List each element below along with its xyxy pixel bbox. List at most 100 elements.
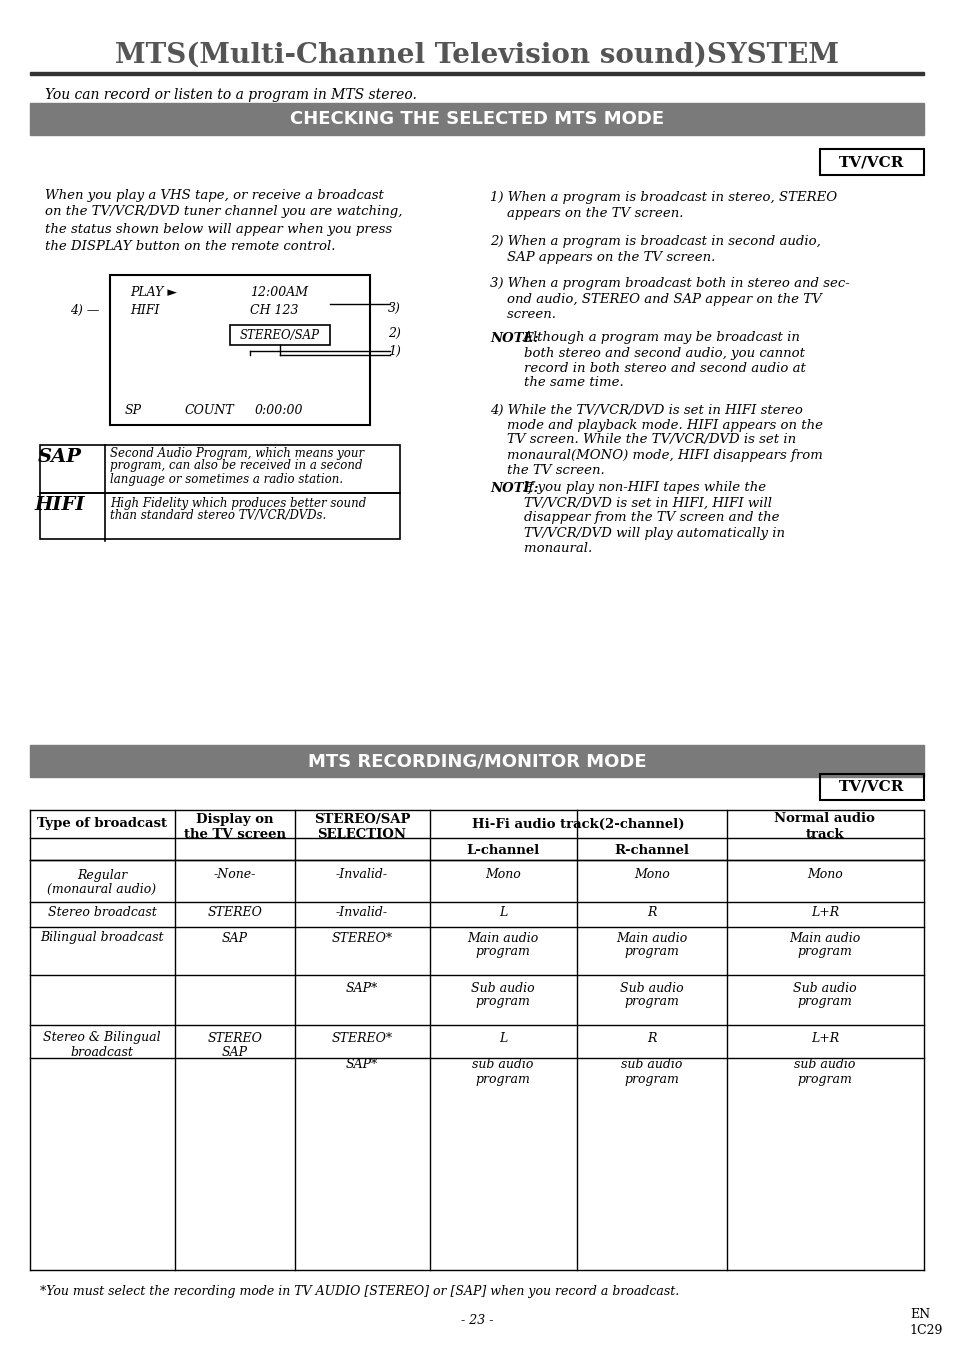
Text: 0:00:00: 0:00:00 <box>254 403 303 417</box>
Text: Regular: Regular <box>77 868 127 882</box>
Text: EN: EN <box>909 1309 929 1321</box>
Text: sub audio: sub audio <box>472 1058 533 1072</box>
Text: screen.: screen. <box>490 307 556 321</box>
Text: STEREO*: STEREO* <box>331 1031 392 1045</box>
Text: COUNT: COUNT <box>185 403 234 417</box>
Text: Main audio: Main audio <box>467 931 538 945</box>
Text: Hi-Fi audio track(2-channel): Hi-Fi audio track(2-channel) <box>471 817 683 830</box>
Text: track: track <box>804 828 843 841</box>
Text: L: L <box>498 906 506 919</box>
Text: SAP appears on the TV screen.: SAP appears on the TV screen. <box>490 251 715 263</box>
Text: program: program <box>624 945 679 958</box>
Text: 2) When a program is broadcast in second audio,: 2) When a program is broadcast in second… <box>490 236 820 248</box>
Text: record in both stereo and second audio at: record in both stereo and second audio a… <box>490 361 805 375</box>
Text: monaural(MONO) mode, HIFI disappears from: monaural(MONO) mode, HIFI disappears fro… <box>490 449 821 461</box>
Text: program, can also be received in a second: program, can also be received in a secon… <box>110 460 362 473</box>
Text: STEREO*: STEREO* <box>331 931 392 945</box>
Text: MTS(Multi-Channel Television sound)SYSTEM: MTS(Multi-Channel Television sound)SYSTE… <box>114 42 838 69</box>
Text: L-channel: L-channel <box>466 844 539 856</box>
Text: broadcast: broadcast <box>71 1046 133 1058</box>
Text: appears on the TV screen.: appears on the TV screen. <box>490 206 682 220</box>
Bar <box>230 325 330 345</box>
Text: Sub audio: Sub audio <box>792 981 856 995</box>
Text: MTS RECORDING/MONITOR MODE: MTS RECORDING/MONITOR MODE <box>307 752 645 770</box>
Text: NOTE:: NOTE: <box>490 481 537 495</box>
Bar <box>40 445 399 493</box>
Text: L+R: L+R <box>810 906 838 919</box>
Text: 2): 2) <box>388 326 400 340</box>
Text: Mono: Mono <box>634 868 669 882</box>
Text: on the TV/VCR/DVD tuner channel you are watching,: on the TV/VCR/DVD tuner channel you are … <box>45 205 402 218</box>
Text: 3) When a program broadcast both in stereo and sec-: 3) When a program broadcast both in ster… <box>490 278 849 291</box>
Text: program: program <box>797 1073 851 1085</box>
Text: R: R <box>646 1031 656 1045</box>
Text: Display on: Display on <box>196 813 274 825</box>
Text: Although a program may be broadcast in: Although a program may be broadcast in <box>518 332 799 345</box>
Text: Main audio: Main audio <box>616 931 687 945</box>
Bar <box>40 493 399 539</box>
Text: Type of broadcast: Type of broadcast <box>37 817 167 830</box>
Text: You can record or listen to a program in MTS stereo.: You can record or listen to a program in… <box>45 88 416 102</box>
Text: Stereo & Bilingual: Stereo & Bilingual <box>43 1031 161 1045</box>
Text: 4) While the TV/VCR/DVD is set in HIFI stereo: 4) While the TV/VCR/DVD is set in HIFI s… <box>490 403 802 417</box>
Text: the TV screen: the TV screen <box>184 828 286 841</box>
Text: SAP: SAP <box>222 1046 248 1058</box>
Text: *You must select the recording mode in TV AUDIO [STEREO] or [SAP] when you recor: *You must select the recording mode in T… <box>40 1286 679 1298</box>
Text: program: program <box>475 996 530 1008</box>
Text: CHECKING THE SELECTED MTS MODE: CHECKING THE SELECTED MTS MODE <box>290 111 663 128</box>
Text: 4) —: 4) — <box>70 303 99 317</box>
Text: - 23 -: - 23 - <box>460 1313 493 1326</box>
Text: 1) When a program is broadcast in stereo, STEREO: 1) When a program is broadcast in stereo… <box>490 191 836 205</box>
Text: Sub audio: Sub audio <box>619 981 683 995</box>
Text: L: L <box>498 1031 506 1045</box>
Text: ond audio, STEREO and SAP appear on the TV: ond audio, STEREO and SAP appear on the … <box>490 293 821 306</box>
Text: HIFI: HIFI <box>34 496 85 514</box>
Text: mode and playback mode. HIFI appears on the: mode and playback mode. HIFI appears on … <box>490 418 822 431</box>
Bar <box>819 774 923 799</box>
Text: program: program <box>797 996 851 1008</box>
Text: SAP: SAP <box>222 931 248 945</box>
Text: the TV screen.: the TV screen. <box>490 464 604 476</box>
Text: 1): 1) <box>388 345 400 357</box>
Text: (monaural audio): (monaural audio) <box>48 883 156 895</box>
Text: both stereo and second audio, you cannot: both stereo and second audio, you cannot <box>490 346 804 360</box>
Text: language or sometimes a radio station.: language or sometimes a radio station. <box>110 473 343 485</box>
Text: the same time.: the same time. <box>490 376 623 390</box>
Text: STEREO: STEREO <box>208 1031 262 1045</box>
Text: TV/VCR/DVD will play automatically in: TV/VCR/DVD will play automatically in <box>490 527 784 539</box>
Text: Second Audio Program, which means your: Second Audio Program, which means your <box>110 446 364 460</box>
Text: Stereo broadcast: Stereo broadcast <box>48 906 156 919</box>
Text: When you play a VHS tape, or receive a broadcast: When you play a VHS tape, or receive a b… <box>45 189 383 201</box>
Text: TV/VCR: TV/VCR <box>839 155 903 168</box>
Bar <box>110 275 370 425</box>
Text: than standard stereo TV/VCR/DVDs.: than standard stereo TV/VCR/DVDs. <box>110 510 326 523</box>
Text: 1C29: 1C29 <box>909 1324 943 1336</box>
Text: CH 123: CH 123 <box>250 303 298 317</box>
Text: the status shown below will appear when you press: the status shown below will appear when … <box>45 222 392 236</box>
Text: 12:00AM: 12:00AM <box>250 287 308 299</box>
Text: monaural.: monaural. <box>490 542 592 554</box>
Text: 3): 3) <box>388 302 400 314</box>
Text: -Invalid-: -Invalid- <box>335 906 388 919</box>
Text: program: program <box>624 1073 679 1085</box>
Text: PLAY ►: PLAY ► <box>130 287 177 299</box>
Text: Bilingual broadcast: Bilingual broadcast <box>40 931 164 945</box>
Text: SP: SP <box>125 403 142 417</box>
Text: program: program <box>475 945 530 958</box>
Text: SAP: SAP <box>38 448 82 466</box>
Text: -None-: -None- <box>213 868 256 882</box>
Text: sub audio: sub audio <box>793 1058 855 1072</box>
Text: High Fidelity which produces better sound: High Fidelity which produces better soun… <box>110 496 366 510</box>
Text: L+R: L+R <box>810 1031 838 1045</box>
Bar <box>30 745 923 776</box>
Text: program: program <box>797 945 851 958</box>
Text: SELECTION: SELECTION <box>317 828 406 841</box>
Text: Sub audio: Sub audio <box>471 981 535 995</box>
Text: SAP*: SAP* <box>345 1058 377 1072</box>
Text: TV screen. While the TV/VCR/DVD is set in: TV screen. While the TV/VCR/DVD is set i… <box>490 434 795 446</box>
Text: STEREO/SAP: STEREO/SAP <box>314 813 410 825</box>
Text: program: program <box>624 996 679 1008</box>
Text: HIFI: HIFI <box>130 303 159 317</box>
Text: SAP*: SAP* <box>345 981 377 995</box>
Bar <box>819 150 923 175</box>
